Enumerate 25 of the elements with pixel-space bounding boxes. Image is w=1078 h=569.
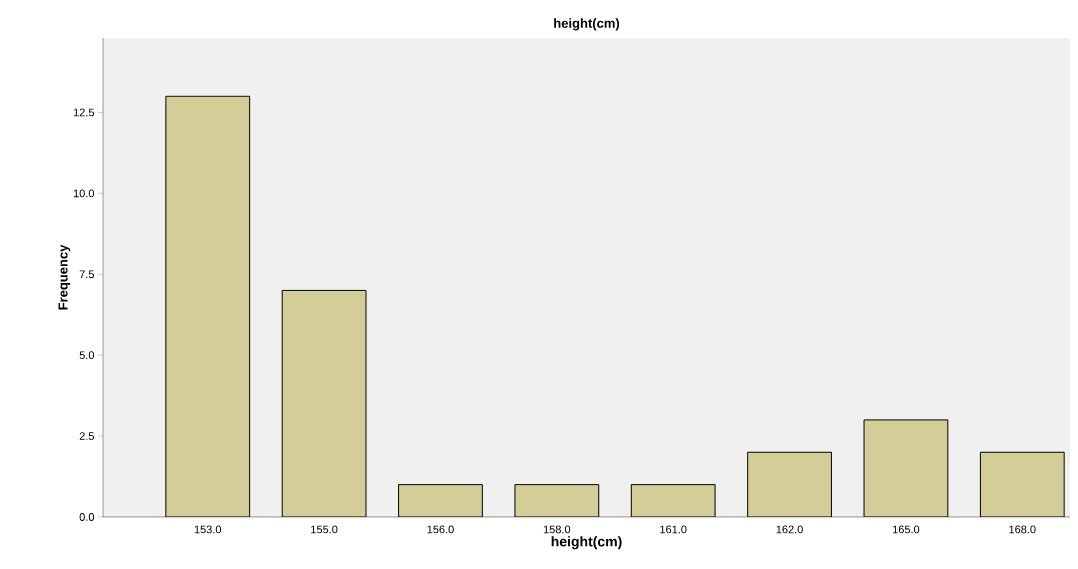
x-tick-label: 156.0 [427, 525, 454, 534]
x-tick-label: 153.0 [194, 525, 222, 534]
bar [514, 484, 600, 517]
x-tick-label: 158.0 [543, 525, 571, 534]
bar [747, 451, 832, 517]
y-axis-title: Frequency [58, 244, 71, 310]
bar [165, 95, 251, 517]
x-tick-label: 161.0 [660, 525, 687, 534]
bar [398, 484, 483, 517]
bar [863, 419, 949, 517]
y-tick-label: 7.5 [79, 270, 95, 279]
y-tick-label: 12.5 [73, 108, 94, 117]
bar [979, 451, 1065, 517]
y-tick-label: 0.0 [79, 513, 95, 521]
chart-title: height(cm) [554, 18, 620, 31]
x-tick-label: 168.0 [1009, 525, 1036, 534]
x-tick-label: 165.0 [892, 525, 920, 534]
y-tick-label: 10.0 [73, 189, 95, 198]
bar [630, 484, 716, 517]
x-tick-label: 162.0 [776, 525, 803, 534]
x-tick-label: 155.0 [311, 525, 338, 534]
y-tick-label: 2.5 [79, 432, 95, 440]
x-axis-title: height(cm) [551, 536, 622, 550]
y-tick-label: 5.0 [79, 351, 95, 360]
bar [281, 289, 367, 517]
